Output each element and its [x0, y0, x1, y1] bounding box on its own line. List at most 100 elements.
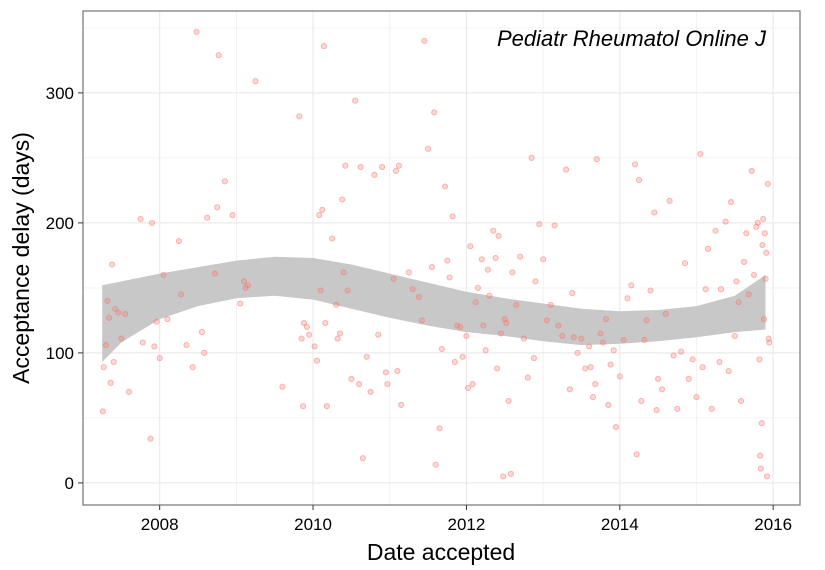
data-point	[761, 230, 768, 237]
data-point	[215, 52, 222, 59]
data-point	[727, 199, 735, 206]
data-point	[342, 162, 349, 169]
data-point	[153, 318, 160, 325]
data-point	[311, 343, 318, 350]
data-point	[336, 330, 343, 337]
smooth-confidence-band	[102, 256, 766, 362]
data-point	[204, 214, 211, 221]
data-point	[375, 331, 382, 338]
data-point	[446, 274, 453, 281]
data-point	[570, 334, 577, 341]
data-point	[428, 264, 435, 271]
data-point	[118, 335, 125, 342]
x-tick-label: 2010	[294, 515, 332, 534]
data-point	[348, 375, 355, 382]
data-point	[240, 278, 248, 285]
data-point	[431, 109, 438, 116]
data-point	[147, 435, 154, 442]
data-point	[559, 332, 566, 340]
data-point	[689, 356, 696, 363]
data-point	[356, 381, 363, 388]
data-point	[394, 368, 401, 375]
x-axis-title: Date accepted	[367, 539, 515, 565]
data-point	[589, 394, 597, 401]
data-point	[482, 347, 489, 354]
data-point	[106, 314, 113, 321]
data-point	[551, 222, 558, 229]
panel-border	[82, 10, 801, 506]
data-point	[464, 384, 472, 392]
data-point	[323, 403, 330, 410]
y-tick-label: 0	[65, 474, 74, 493]
data-point	[492, 254, 499, 262]
data-point	[578, 335, 585, 342]
axes-layer: 2008 2010 2012 2014 2016 0 100 200 300	[46, 84, 792, 534]
data-point	[484, 266, 491, 273]
data-point	[449, 213, 456, 220]
data-point	[766, 339, 773, 346]
data-point	[737, 397, 745, 405]
data-point	[438, 345, 445, 353]
data-point	[563, 166, 570, 173]
data-point	[763, 473, 771, 480]
data-point	[651, 209, 658, 216]
data-point	[175, 238, 182, 245]
data-point	[624, 295, 631, 302]
data-point	[643, 317, 650, 324]
data-point	[110, 358, 117, 366]
data-point	[760, 215, 767, 223]
data-point	[685, 375, 692, 382]
data-point	[415, 293, 422, 301]
data-point	[757, 452, 764, 459]
data-point	[633, 451, 640, 458]
data-point	[759, 241, 766, 249]
data-point	[586, 343, 593, 350]
data-point	[198, 329, 205, 336]
data-point	[384, 381, 391, 388]
data-point	[395, 162, 402, 169]
data-point	[300, 319, 307, 327]
data-point	[509, 269, 516, 276]
data-point	[532, 278, 539, 285]
data-point	[704, 245, 712, 252]
data-point	[602, 316, 610, 323]
data-point	[100, 364, 107, 371]
data-point	[699, 364, 706, 371]
data-point	[107, 379, 114, 386]
data-point	[569, 290, 576, 297]
data-point	[495, 232, 502, 239]
data-point	[593, 156, 600, 163]
data-point	[229, 212, 236, 219]
data-point	[764, 180, 771, 187]
data-point	[670, 352, 677, 359]
data-point	[693, 394, 700, 401]
data-point	[115, 309, 122, 316]
data-point	[409, 286, 416, 293]
data-point	[725, 368, 732, 375]
data-point	[298, 335, 305, 342]
data-point	[494, 365, 501, 372]
data-point	[421, 37, 428, 44]
data-point	[322, 319, 329, 327]
data-point	[244, 282, 251, 289]
data-point	[731, 332, 738, 340]
data-point	[566, 386, 573, 393]
data-point	[472, 299, 479, 306]
data-point	[607, 361, 614, 368]
data-point	[513, 301, 520, 308]
data-point	[500, 473, 507, 480]
data-point	[702, 286, 709, 293]
data-point	[333, 301, 340, 308]
data-point	[697, 150, 704, 158]
data-point	[760, 316, 768, 323]
data-point	[109, 261, 116, 268]
data-point	[599, 339, 606, 346]
data-point	[763, 249, 770, 256]
points-layer	[99, 28, 773, 480]
data-point	[183, 342, 190, 349]
data-point	[708, 405, 715, 412]
data-point	[632, 161, 639, 168]
data-point	[418, 317, 425, 324]
data-point	[750, 271, 758, 278]
data-point	[467, 243, 474, 250]
